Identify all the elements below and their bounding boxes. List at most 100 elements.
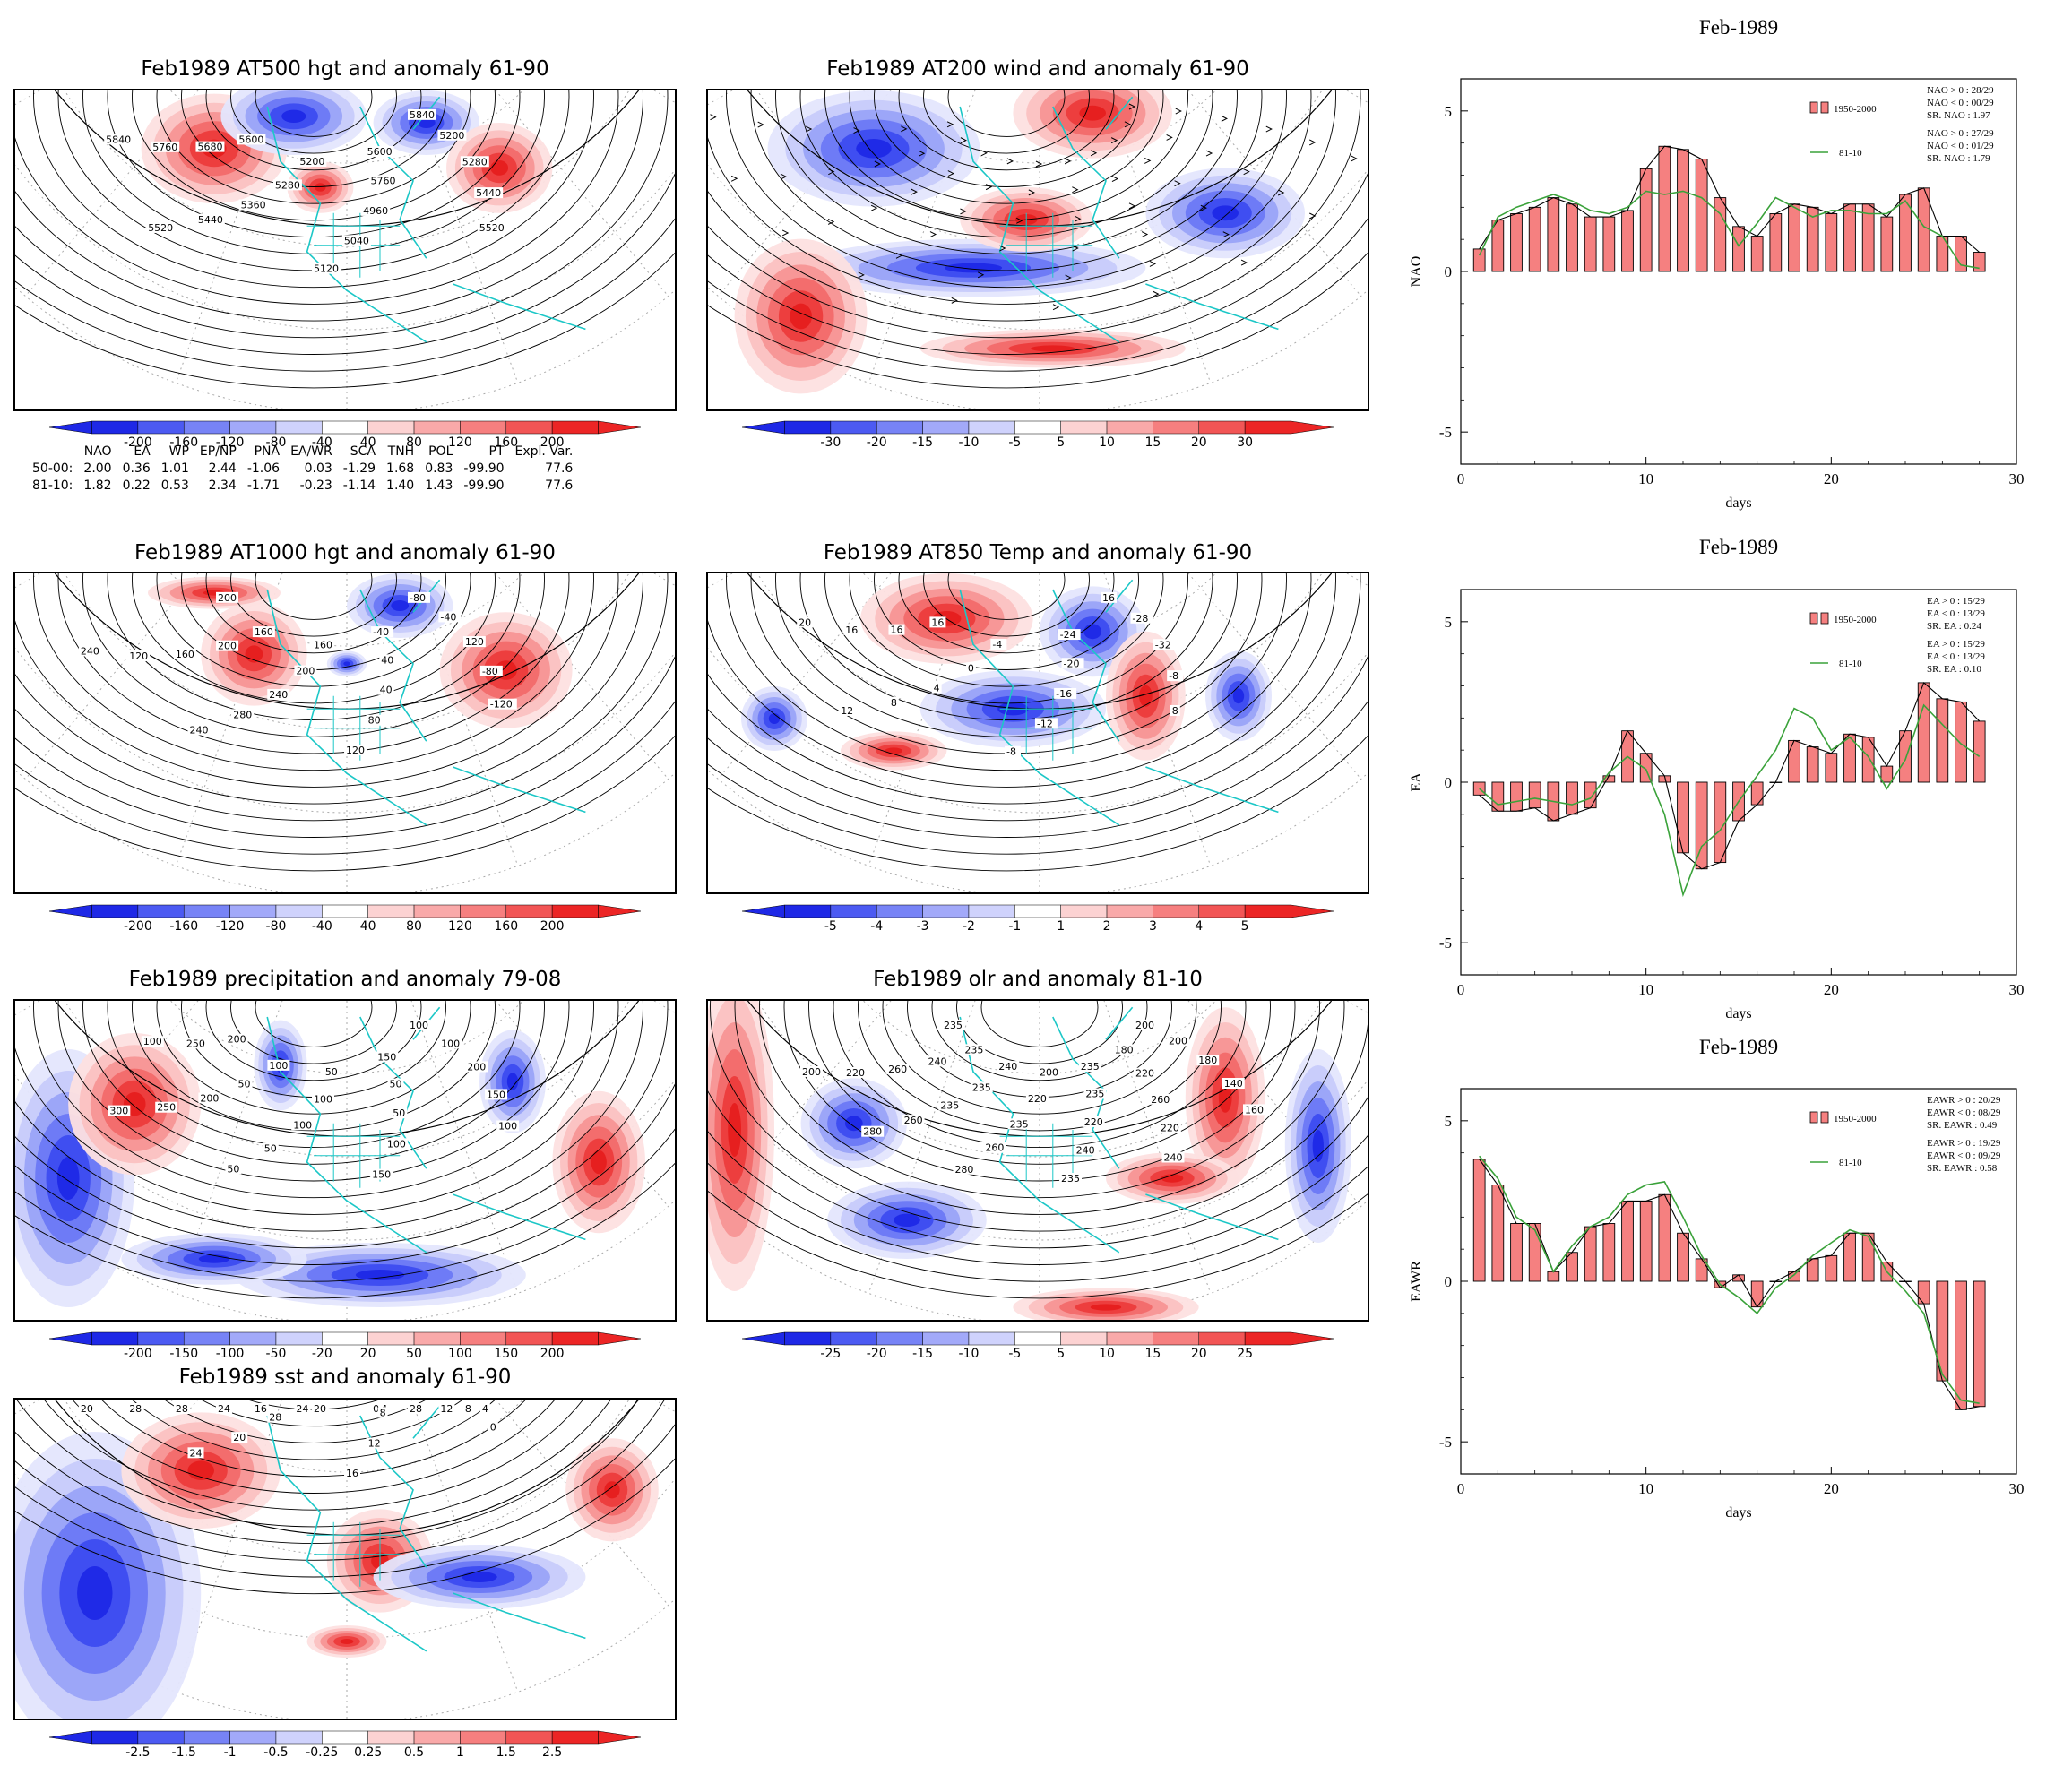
- contour-label-bg: [1170, 704, 1180, 716]
- colorbar-segment: [1244, 1331, 1291, 1346]
- contour-line: [15, 173, 675, 355]
- contour-label: -120: [490, 699, 513, 711]
- legend-stat: NAO < 0 : 00/29: [1927, 98, 1994, 108]
- contour-label: 5040: [344, 235, 369, 246]
- colorbar-segment: [784, 1331, 832, 1346]
- contour-label-bg: [173, 1403, 190, 1414]
- contour-label: 24: [218, 1403, 230, 1415]
- contour-line: [708, 173, 1368, 355]
- x-axis-label: days: [1725, 1505, 1751, 1521]
- bar: [1825, 213, 1838, 272]
- contour-line: [15, 1001, 669, 1249]
- index-value: 1.01: [160, 461, 189, 476]
- contour-label-bg: [155, 1101, 178, 1113]
- contour-line: [82, 1001, 545, 1165]
- contour-label: 235: [1085, 1089, 1104, 1100]
- contour-label: 200: [228, 1034, 246, 1046]
- contour-line: [15, 573, 643, 805]
- bar: [1788, 1271, 1800, 1282]
- contour-label-bg: [474, 187, 504, 199]
- contour-label-bg: [1133, 1067, 1156, 1079]
- colorbar-tick-label: 5: [1240, 919, 1249, 934]
- colorbar-max-arrow: [1291, 1331, 1334, 1346]
- contour-line: [230, 573, 397, 637]
- contour-label: 12: [440, 1403, 453, 1415]
- colorbar-segment: [876, 420, 923, 435]
- contour-line: [708, 1131, 1368, 1265]
- map-frame: 281284004812162024282024162028282024: [13, 1398, 677, 1720]
- colorbar-segment: [551, 420, 599, 435]
- anomaly-shading: [1161, 1174, 1184, 1183]
- bar: [1621, 210, 1634, 272]
- contour-label: 50: [325, 1066, 338, 1078]
- colorbar-segment: [367, 904, 415, 918]
- anomaly-shading: [768, 713, 781, 724]
- colorbar-min-arrow: [48, 904, 92, 918]
- wind-arrow: [1166, 134, 1173, 141]
- legend-stat: SR. EA : 0.10: [1927, 664, 1981, 675]
- teleconnection-index-table: NAO EA WP EP/NP PNA EA/WR SCA TNH POL PT…: [27, 444, 578, 495]
- contour-line: [931, 1001, 1148, 1081]
- contour-label: 16: [931, 616, 944, 628]
- contour-label-bg: [1112, 1044, 1135, 1055]
- colorbar-min-arrow: [741, 1331, 785, 1346]
- index-header-nao: NAO: [83, 444, 112, 459]
- coastline: [266, 1405, 586, 1652]
- contour-line: [799, 573, 1213, 721]
- colorbar-tick-label: -200: [123, 1347, 152, 1361]
- colorbar-tick-label: -1.5: [171, 1745, 196, 1760]
- contour-label: 260: [985, 1142, 1004, 1154]
- contour-label-bg: [141, 1036, 164, 1047]
- contour-line: [181, 90, 446, 187]
- contour-label: -80: [482, 666, 498, 677]
- contour-label: 200: [802, 1066, 821, 1078]
- contour-line: [57, 573, 570, 754]
- index-header-wp: WP: [168, 444, 189, 459]
- contour-label-bg: [839, 704, 856, 716]
- wind-arrow: [1035, 160, 1043, 168]
- bar: [1639, 168, 1653, 272]
- colorbar-segment: [91, 420, 139, 435]
- contour-label-bg: [1005, 745, 1021, 757]
- contour-label: 20: [233, 1432, 246, 1443]
- index-value: -1.71: [246, 478, 281, 493]
- x-tick-label: 10: [1638, 1480, 1653, 1497]
- colorbar-tick-label: -15: [912, 435, 934, 450]
- contour-label: 50: [264, 1143, 277, 1155]
- contour-line: [181, 1001, 446, 1098]
- colorbar-segment: [505, 904, 553, 918]
- contour-label: 120: [129, 650, 148, 662]
- contour-line: [43, 1400, 584, 1511]
- contour-line: [708, 656, 1368, 838]
- contour-label: 160: [255, 626, 273, 638]
- colorbar-segment: [367, 420, 415, 435]
- state-boundaries: [306, 1123, 401, 1188]
- contour-label-bg: [262, 1142, 279, 1154]
- colorbar: -200 -150 -100 -50 -20 20 50 100 150 200: [48, 1331, 642, 1363]
- map-frame: 5840 5200 5280 5440 5520 5600 5760 4960 5040 5120…: [13, 89, 677, 411]
- map-title: Feb1989 sst and anomaly 61-90: [178, 1366, 512, 1389]
- coastline: [959, 579, 1279, 826]
- contour-line: [947, 90, 1066, 137]
- contour-label-bg: [462, 1403, 473, 1414]
- colorbar-tick-label: 200: [540, 919, 565, 934]
- legend-line-label: 81-10: [1839, 148, 1862, 159]
- contour-label: 5440: [476, 187, 501, 199]
- contour-label: 150: [372, 1169, 391, 1181]
- colorbar-tick-label: -5: [1008, 435, 1022, 450]
- contour-line: [205, 90, 422, 171]
- contour-label: 100: [314, 1093, 332, 1105]
- latitude-gridline: [862, 573, 1217, 647]
- contour-line: [15, 656, 675, 838]
- contour-line: [156, 1001, 471, 1115]
- colorbar-tick-label: -30: [820, 435, 842, 450]
- contour-label-bg: [1054, 687, 1077, 699]
- legend-stat: EAWR < 0 : 08/29: [1927, 1107, 2001, 1118]
- contour-label-bg: [843, 1066, 867, 1078]
- wind-arrow: [999, 245, 1006, 252]
- wind-arrow: [1028, 189, 1035, 196]
- colorbar-tick-label: -100: [215, 1347, 245, 1361]
- x-tick-label: 10: [1638, 981, 1653, 998]
- contour-line: [808, 1001, 1271, 1165]
- contour-line: [882, 1001, 1197, 1115]
